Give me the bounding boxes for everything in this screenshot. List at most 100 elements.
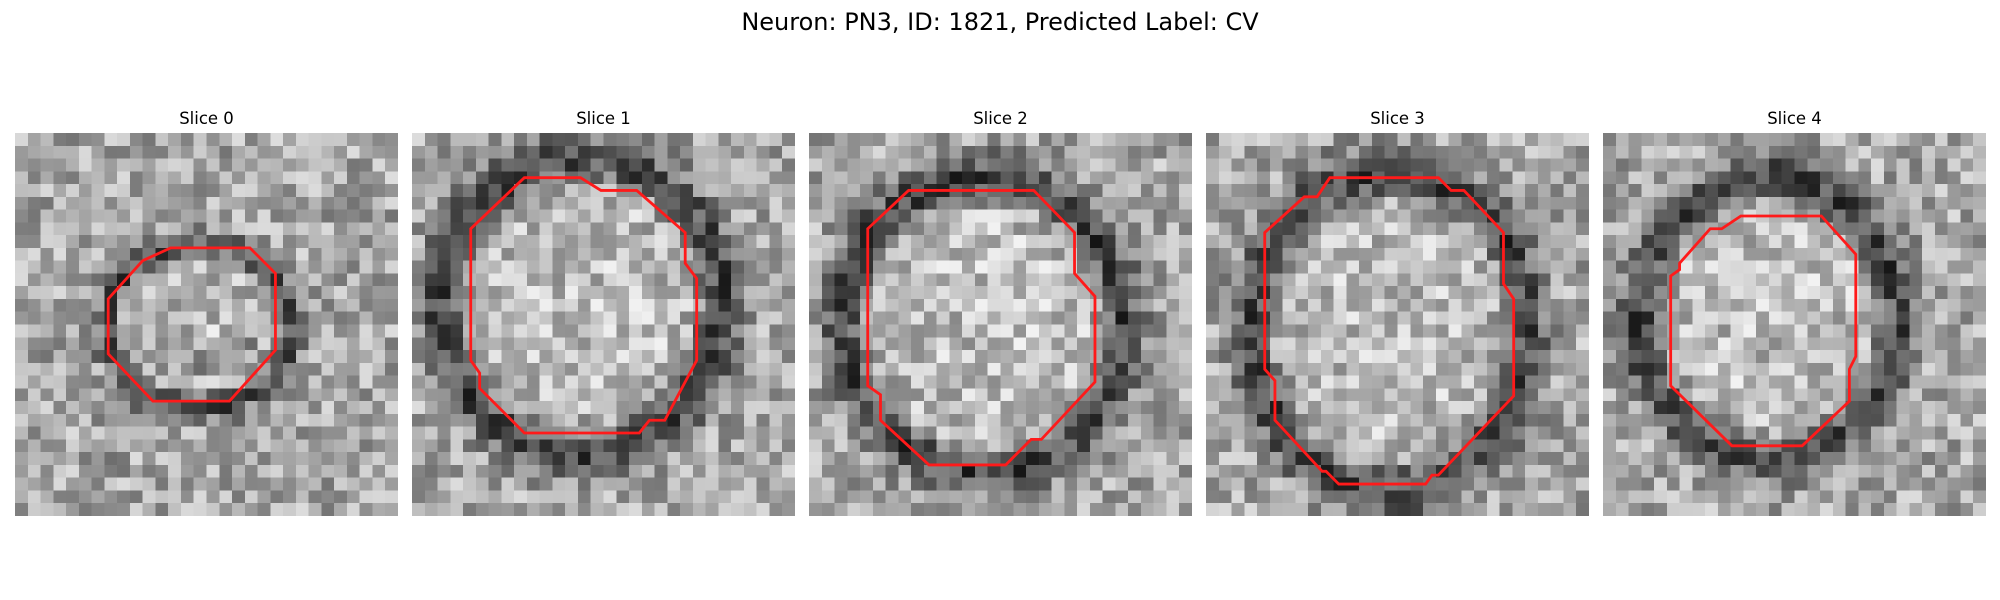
- pixel: [1179, 401, 1192, 415]
- pixel: [359, 337, 373, 351]
- pixel: [936, 311, 950, 325]
- pixel: [1448, 503, 1462, 516]
- pixel: [1628, 350, 1642, 364]
- pixel: [193, 337, 207, 351]
- pixel: [488, 324, 502, 338]
- pixel: [372, 286, 386, 300]
- pixel: [1858, 222, 1872, 236]
- pixel: [1756, 490, 1770, 504]
- pixel: [219, 350, 233, 364]
- pixel: [1615, 133, 1629, 147]
- pixel: [346, 184, 360, 198]
- pixel: [321, 184, 335, 198]
- pixel: [692, 145, 706, 159]
- pixel: [743, 413, 757, 427]
- pixel: [923, 324, 937, 338]
- pixel: [1858, 464, 1872, 478]
- pixel: [565, 260, 579, 274]
- pixel: [782, 260, 795, 274]
- pixel: [1883, 145, 1897, 159]
- pixel: [616, 401, 630, 415]
- pixel: [1934, 413, 1948, 427]
- pixel: [1871, 222, 1885, 236]
- pixel: [641, 133, 655, 147]
- pixel: [1960, 286, 1974, 300]
- pixel: [1922, 464, 1936, 478]
- pixel: [1858, 209, 1872, 223]
- pixel: [1128, 260, 1142, 274]
- pixel: [539, 158, 553, 172]
- pixel: [385, 298, 398, 312]
- pixel: [1435, 413, 1449, 427]
- pixel: [78, 464, 92, 478]
- pixel: [1026, 388, 1040, 402]
- pixel: [1282, 235, 1296, 249]
- pixel: [1641, 439, 1655, 453]
- pixel: [27, 490, 41, 504]
- pixel: [718, 209, 732, 223]
- pixel: [885, 362, 899, 376]
- pixel: [1448, 337, 1462, 351]
- pixel: [1922, 286, 1936, 300]
- pixel: [1654, 439, 1668, 453]
- pixel: [1244, 464, 1258, 478]
- pixel: [654, 286, 668, 300]
- pixel: [1051, 247, 1065, 261]
- pixel: [936, 439, 950, 453]
- pixel: [654, 298, 668, 312]
- pixel: [667, 375, 681, 389]
- pixel: [142, 452, 156, 466]
- pixel: [809, 298, 823, 312]
- pixel: [756, 490, 770, 504]
- pixel: [1576, 426, 1589, 440]
- pixel: [142, 145, 156, 159]
- pixel: [962, 286, 976, 300]
- pixel: [1845, 439, 1859, 453]
- pixel: [1563, 196, 1577, 210]
- pixel: [1320, 401, 1334, 415]
- pixel: [1654, 209, 1668, 223]
- pixel: [1512, 503, 1526, 516]
- pixel: [667, 145, 681, 159]
- pixel: [1858, 337, 1872, 351]
- pixel: [1308, 133, 1322, 147]
- pixel: [155, 401, 169, 415]
- pixel: [756, 375, 770, 389]
- pixel: [641, 477, 655, 491]
- pixel: [1461, 401, 1475, 415]
- pixel: [923, 350, 937, 364]
- pixel: [1576, 413, 1589, 427]
- pixel: [885, 133, 899, 147]
- pixel: [450, 452, 464, 466]
- pixel: [1308, 235, 1322, 249]
- pixel: [1820, 452, 1834, 466]
- pixel: [1896, 477, 1910, 491]
- pixel: [295, 413, 309, 427]
- pixel: [1896, 439, 1910, 453]
- pixel: [15, 298, 29, 312]
- pixel: [1871, 413, 1885, 427]
- pixel: [1628, 222, 1642, 236]
- pixel: [1231, 337, 1245, 351]
- pixel: [334, 247, 348, 261]
- pixel: [1153, 413, 1167, 427]
- pixel: [180, 222, 194, 236]
- pixel: [1077, 298, 1091, 312]
- pixel: [514, 388, 528, 402]
- pixel: [91, 235, 105, 249]
- pixel: [1218, 222, 1232, 236]
- pixel: [782, 337, 795, 351]
- pixel: [885, 375, 899, 389]
- pixel: [66, 464, 80, 478]
- pixel: [834, 350, 848, 364]
- pixel: [590, 464, 604, 478]
- pixel: [1179, 503, 1192, 516]
- pixel: [705, 464, 719, 478]
- pixel: [308, 145, 322, 159]
- pixel: [219, 477, 233, 491]
- pixel: [168, 184, 182, 198]
- segmentation-contour: [1669, 214, 1858, 448]
- pixel: [539, 311, 553, 325]
- pixel: [104, 439, 118, 453]
- pixel: [1359, 375, 1373, 389]
